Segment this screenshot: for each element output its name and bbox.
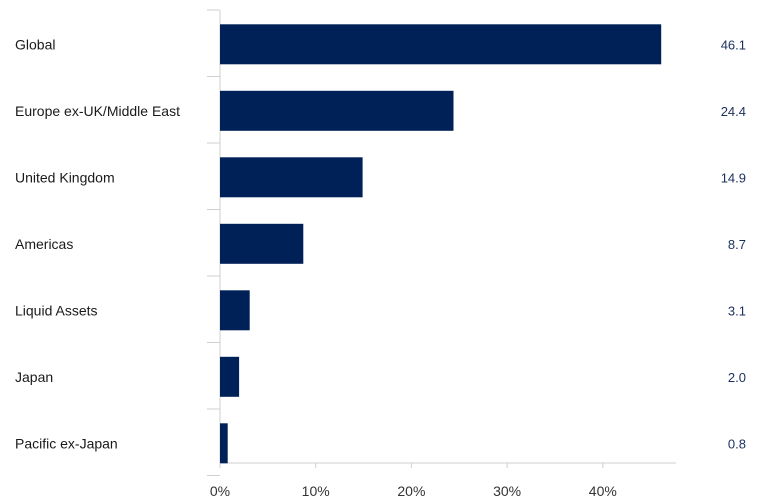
value-label: 3.1 bbox=[728, 303, 746, 318]
value-label: 0.8 bbox=[728, 436, 746, 451]
category-label: Global bbox=[15, 36, 55, 52]
value-label: 2.0 bbox=[728, 370, 746, 385]
category-label: Europe ex-UK/Middle East bbox=[15, 103, 180, 119]
bar bbox=[220, 290, 250, 331]
value-label: 24.4 bbox=[721, 104, 746, 119]
category-label: Pacific ex-Japan bbox=[15, 435, 118, 451]
category-label: Japan bbox=[15, 369, 53, 385]
x-tick-label: 40% bbox=[589, 483, 617, 499]
value-label: 8.7 bbox=[728, 237, 746, 252]
bars-layer bbox=[220, 24, 662, 464]
x-tick-label: 10% bbox=[302, 483, 330, 499]
x-tick-label: 20% bbox=[397, 483, 425, 499]
bar bbox=[220, 423, 228, 464]
category-label: Liquid Assets bbox=[15, 302, 98, 318]
bar bbox=[220, 90, 454, 131]
bar bbox=[220, 356, 240, 397]
value-label: 14.9 bbox=[721, 170, 746, 185]
bar bbox=[220, 157, 363, 198]
value-label: 46.1 bbox=[721, 37, 746, 52]
labels-layer: 0% 10% 20% 30% 40% Global 46.1 Europe ex-UK/Mid… bbox=[15, 36, 746, 499]
category-label: Americas bbox=[15, 236, 73, 252]
category-label: United Kingdom bbox=[15, 169, 115, 185]
bar bbox=[220, 223, 304, 264]
bar bbox=[220, 24, 662, 65]
x-tick-label: 30% bbox=[493, 483, 521, 499]
x-tick-label: 0% bbox=[210, 483, 230, 499]
